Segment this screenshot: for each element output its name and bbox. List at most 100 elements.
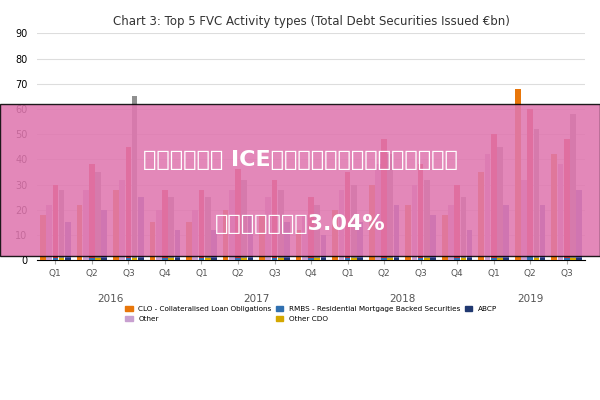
Bar bbox=[241, 180, 247, 260]
Bar bbox=[461, 197, 466, 260]
Bar bbox=[454, 258, 460, 260]
Bar bbox=[162, 258, 168, 260]
Bar bbox=[186, 222, 192, 260]
Bar bbox=[491, 134, 497, 260]
Bar bbox=[59, 190, 64, 260]
Bar bbox=[199, 190, 205, 260]
Bar bbox=[533, 129, 539, 260]
Bar bbox=[95, 172, 101, 260]
Bar bbox=[101, 258, 107, 260]
Bar bbox=[345, 172, 350, 260]
Bar bbox=[332, 255, 338, 260]
Bar bbox=[557, 164, 563, 260]
Bar bbox=[351, 258, 356, 260]
Bar bbox=[478, 253, 484, 260]
Bar bbox=[235, 170, 241, 260]
Bar bbox=[418, 258, 424, 260]
Bar bbox=[186, 255, 192, 260]
Bar bbox=[564, 139, 569, 260]
Bar bbox=[193, 258, 198, 260]
Bar bbox=[89, 258, 95, 260]
Bar bbox=[46, 205, 52, 260]
Bar bbox=[467, 230, 472, 260]
Bar bbox=[46, 258, 52, 260]
Bar bbox=[533, 258, 539, 260]
Bar bbox=[576, 190, 582, 260]
Bar bbox=[168, 197, 174, 260]
Bar bbox=[53, 184, 58, 260]
Bar bbox=[40, 215, 46, 260]
Bar bbox=[412, 184, 417, 260]
Bar bbox=[430, 258, 436, 260]
Bar bbox=[95, 258, 101, 260]
Bar bbox=[175, 258, 180, 260]
Bar bbox=[394, 258, 400, 260]
Bar bbox=[551, 154, 557, 260]
Bar bbox=[375, 258, 381, 260]
Bar bbox=[388, 258, 393, 260]
Bar bbox=[59, 258, 64, 260]
Bar bbox=[442, 255, 448, 260]
Bar bbox=[168, 258, 174, 260]
Bar bbox=[406, 205, 411, 260]
Bar bbox=[40, 255, 46, 260]
Bar bbox=[259, 215, 265, 260]
Bar bbox=[369, 253, 374, 260]
Bar bbox=[570, 258, 576, 260]
Bar bbox=[320, 235, 326, 260]
Bar bbox=[265, 258, 271, 260]
Bar bbox=[113, 255, 119, 260]
Bar bbox=[314, 205, 320, 260]
Bar bbox=[406, 255, 411, 260]
Bar bbox=[467, 258, 472, 260]
Bar bbox=[77, 205, 82, 260]
Bar bbox=[448, 205, 454, 260]
Text: 2016: 2016 bbox=[97, 294, 124, 304]
Bar bbox=[308, 197, 314, 260]
Bar bbox=[162, 190, 168, 260]
Bar bbox=[302, 215, 308, 260]
Bar bbox=[296, 230, 301, 260]
Bar bbox=[497, 258, 503, 260]
Bar bbox=[557, 258, 563, 260]
Bar bbox=[229, 258, 235, 260]
Bar bbox=[442, 215, 448, 260]
Bar bbox=[119, 180, 125, 260]
Bar bbox=[375, 164, 381, 260]
Bar bbox=[491, 258, 497, 260]
Bar bbox=[314, 258, 320, 260]
Legend: CLO - Collateralised Loan Obligations, Other, RMBS - Residential Mortgage Backed: CLO - Collateralised Loan Obligations, O… bbox=[122, 303, 500, 325]
Bar bbox=[77, 253, 82, 260]
Bar bbox=[113, 190, 119, 260]
Text: 一，可可期货涨3.04%: 一，可可期货涨3.04% bbox=[215, 214, 385, 234]
Bar bbox=[332, 210, 338, 260]
Bar bbox=[149, 222, 155, 260]
Bar bbox=[248, 215, 253, 260]
Bar bbox=[175, 230, 180, 260]
Bar bbox=[101, 210, 107, 260]
Bar bbox=[551, 253, 557, 260]
Bar bbox=[308, 258, 314, 260]
Bar bbox=[199, 258, 205, 260]
Bar bbox=[211, 230, 217, 260]
Bar bbox=[156, 210, 161, 260]
Bar bbox=[296, 255, 301, 260]
Bar bbox=[521, 180, 527, 260]
Bar bbox=[241, 258, 247, 260]
Bar bbox=[369, 184, 374, 260]
Bar bbox=[357, 258, 363, 260]
Bar bbox=[388, 154, 393, 260]
Bar bbox=[272, 258, 277, 260]
Text: 萧山股票配资 ICE农产品期货主力合约收盘涨跌不: 萧山股票配资 ICE农产品期货主力合约收盘涨跌不 bbox=[143, 150, 457, 170]
Bar bbox=[65, 258, 71, 260]
Bar bbox=[521, 258, 527, 260]
Bar bbox=[540, 205, 545, 260]
Bar bbox=[576, 258, 582, 260]
Bar bbox=[205, 258, 211, 260]
Bar bbox=[229, 190, 235, 260]
Bar bbox=[381, 258, 387, 260]
Bar bbox=[138, 258, 143, 260]
Bar bbox=[515, 250, 521, 260]
Bar bbox=[83, 258, 89, 260]
Bar bbox=[265, 197, 271, 260]
